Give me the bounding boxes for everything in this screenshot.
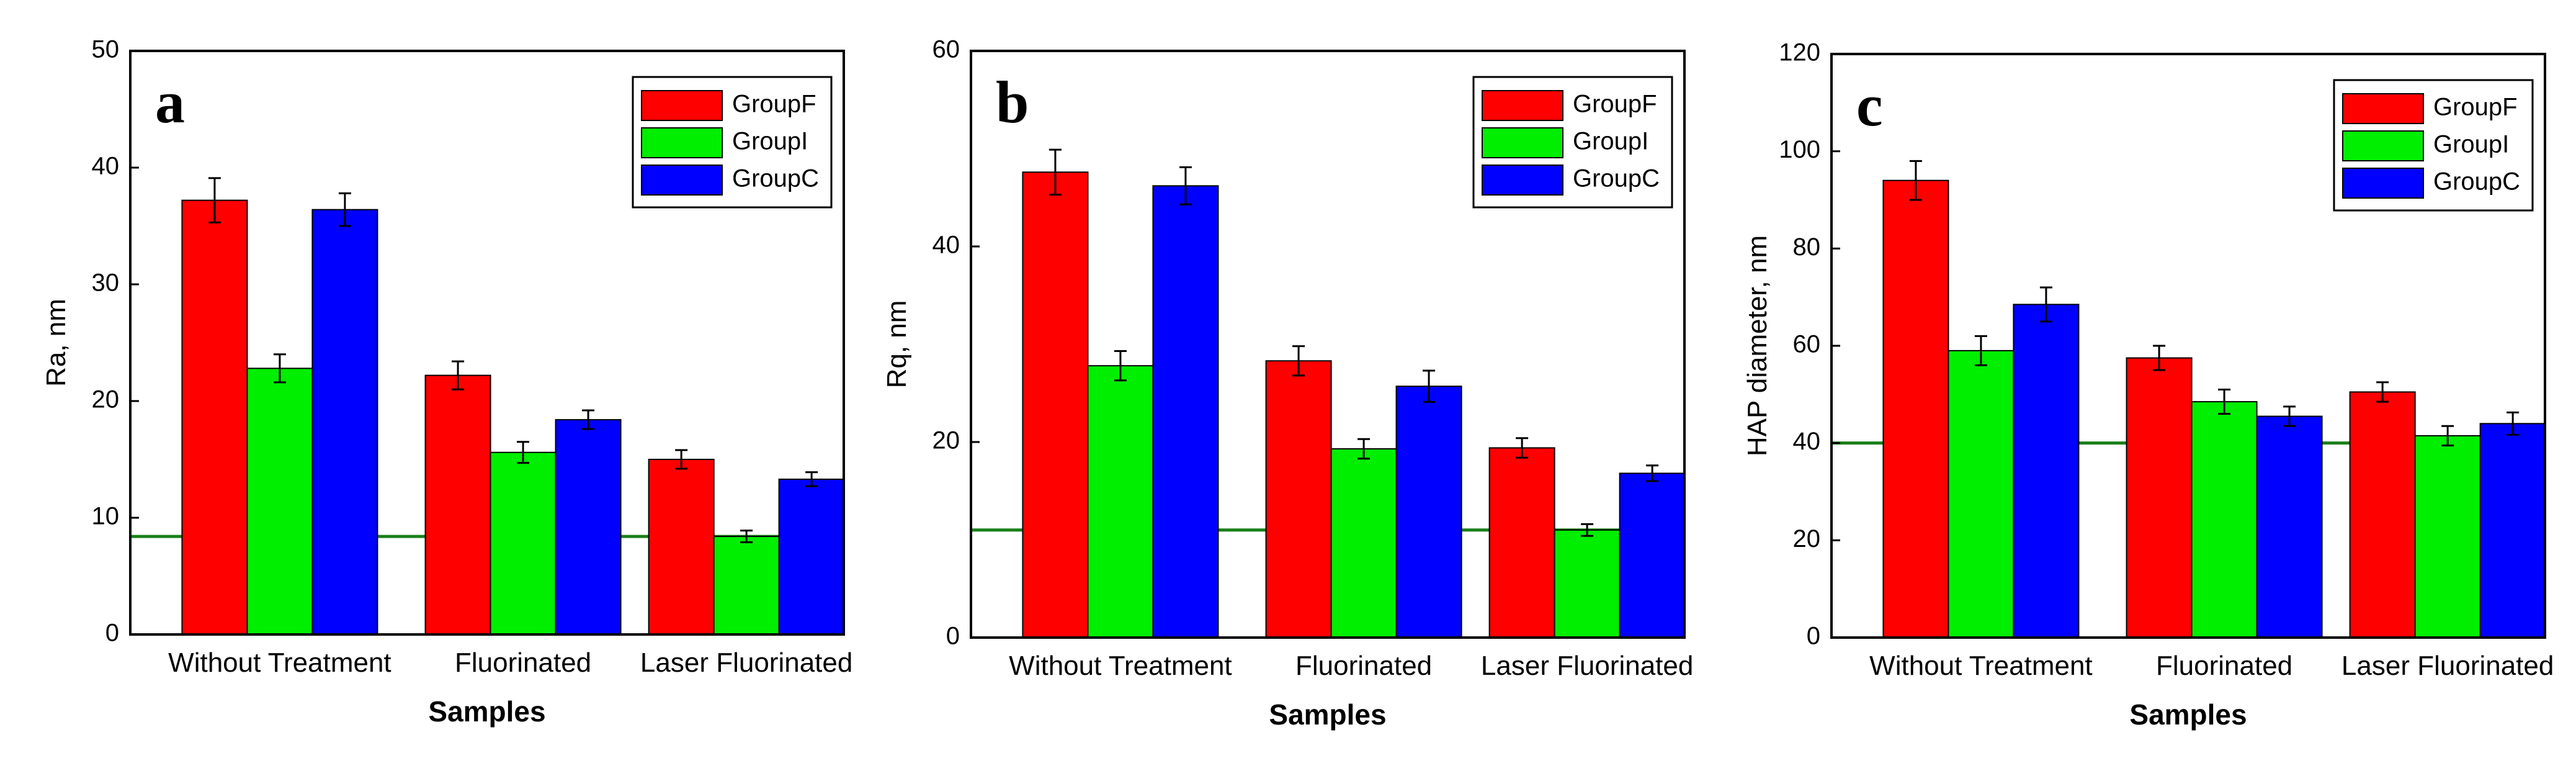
legend-swatch bbox=[2342, 168, 2424, 199]
x-category-label: Fluorinated bbox=[1295, 651, 1432, 681]
x-category-label: Without Treatment bbox=[168, 647, 391, 678]
plot-frame bbox=[129, 50, 845, 636]
bar bbox=[1022, 171, 1089, 638]
plot-frame bbox=[970, 50, 1686, 639]
y-tick-label: 20 bbox=[92, 386, 120, 413]
bar bbox=[2126, 357, 2193, 638]
panel-label: b bbox=[996, 69, 1029, 135]
bar bbox=[1395, 386, 1462, 638]
bar bbox=[1619, 472, 1686, 639]
legend-swatch bbox=[1482, 165, 1563, 196]
legend-swatch bbox=[2342, 130, 2424, 161]
bar bbox=[181, 199, 248, 635]
y-axis-title: HAP diameter, nm bbox=[1742, 235, 1773, 456]
y-tick-label: 20 bbox=[1793, 525, 1821, 553]
x-category-label: Laser Fluorinated bbox=[1481, 651, 1693, 681]
y-axis-title: Rq, nm bbox=[882, 300, 912, 389]
y-tick-label: 20 bbox=[932, 427, 960, 454]
bar bbox=[713, 536, 780, 636]
legend: GroupF GroupI GroupC bbox=[1472, 76, 1673, 209]
bar bbox=[778, 478, 845, 636]
x-category-label: Laser Fluorinated bbox=[2341, 651, 2554, 681]
panel-label: a bbox=[155, 69, 185, 135]
bar bbox=[1330, 448, 1397, 639]
y-tick-label: 0 bbox=[946, 623, 960, 650]
bar bbox=[424, 374, 491, 635]
y-tick-label: 40 bbox=[92, 153, 120, 180]
bar bbox=[2479, 423, 2546, 638]
x-axis-title: Samples bbox=[2129, 698, 2247, 731]
bar bbox=[2013, 304, 2080, 638]
legend-swatch bbox=[1482, 90, 1563, 121]
bar bbox=[555, 419, 622, 636]
x-category-label: Without Treatment bbox=[1869, 651, 2092, 681]
bar bbox=[1265, 360, 1332, 639]
legend-label: GroupI bbox=[2433, 131, 2509, 158]
x-axis-title: Samples bbox=[428, 695, 545, 728]
legend-swatch bbox=[641, 90, 723, 121]
bar bbox=[1087, 365, 1154, 639]
x-category-label: Without Treatment bbox=[1009, 651, 1232, 681]
bar bbox=[311, 209, 378, 635]
bar bbox=[1882, 179, 1949, 638]
chart-panel-a: 0 10 20 30 40 50 Without Treatment Fluorinated L… bbox=[41, 36, 852, 728]
legend-label: GroupF bbox=[1573, 91, 1657, 118]
bar bbox=[2191, 401, 2258, 638]
y-tick-label: 120 bbox=[1779, 39, 1820, 66]
x-axis-title: Samples bbox=[1269, 698, 1386, 731]
legend-label: GroupI bbox=[732, 128, 808, 155]
legend-label: GroupC bbox=[732, 165, 819, 192]
x-category-label: Fluorinated bbox=[455, 647, 591, 678]
legend-swatch bbox=[641, 127, 723, 158]
y-tick-label: 0 bbox=[1807, 623, 1820, 650]
y-tick-label: 80 bbox=[1793, 233, 1821, 261]
y-tick-label: 100 bbox=[1779, 136, 1820, 163]
y-tick-label: 10 bbox=[92, 503, 120, 530]
legend-label: GroupI bbox=[1573, 128, 1648, 155]
legend: GroupF GroupI GroupC bbox=[2333, 79, 2534, 212]
legend: GroupF GroupI GroupC bbox=[632, 76, 833, 209]
y-tick-label: 50 bbox=[92, 36, 120, 63]
bar bbox=[2256, 415, 2323, 638]
legend-swatch bbox=[2342, 93, 2424, 124]
bar bbox=[1488, 447, 1555, 638]
bar bbox=[1554, 529, 1621, 638]
y-tick-label: 0 bbox=[105, 620, 119, 647]
legend-label: GroupF bbox=[732, 91, 816, 118]
y-tick-label: 40 bbox=[932, 232, 960, 259]
bar bbox=[246, 368, 313, 635]
bar bbox=[490, 451, 557, 635]
bar bbox=[2349, 391, 2416, 639]
panel-label: c bbox=[1856, 72, 1883, 138]
x-category-label: Laser Fluorinated bbox=[640, 647, 852, 678]
y-axis-title: Ra, nm bbox=[41, 299, 71, 387]
y-tick-label: 40 bbox=[1793, 428, 1821, 455]
bar bbox=[1152, 185, 1219, 639]
bar bbox=[648, 459, 715, 635]
y-tick-label: 60 bbox=[932, 36, 960, 63]
x-category-label: Fluorinated bbox=[2156, 651, 2292, 681]
bar bbox=[2414, 435, 2481, 639]
legend-swatch bbox=[1482, 127, 1563, 158]
legend-swatch bbox=[641, 165, 723, 196]
y-tick-label: 60 bbox=[1793, 331, 1821, 358]
y-tick-label: 30 bbox=[92, 269, 120, 297]
chart-panel-b: 0 20 40 60 Without Treatment Fluorinated Laser… bbox=[882, 36, 1693, 731]
legend-label: GroupC bbox=[2433, 168, 2520, 196]
legend-label: GroupF bbox=[2433, 94, 2518, 121]
bar bbox=[1948, 350, 2015, 638]
legend-label: GroupC bbox=[1573, 165, 1660, 192]
chart-panel-c: 0 20 40 60 80 100 120 Without Treatment Fluorina… bbox=[1742, 39, 2554, 731]
